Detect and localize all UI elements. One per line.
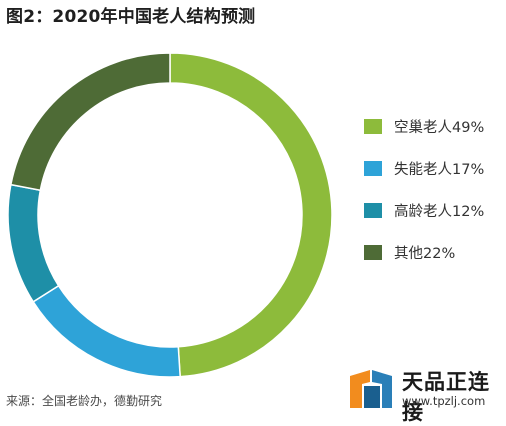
watermark-url: www.tpzlj.com (402, 394, 486, 408)
chart-title: 图2：2020年中国老人结构预测 (6, 7, 256, 27)
legend-swatch (364, 160, 382, 176)
legend-label: 其他22% (394, 245, 456, 262)
pie-slice (32, 284, 181, 378)
chart-legend: 空巢老人49% 失能老人17% 高龄老人12% 其他22% (364, 116, 484, 284)
brand-logo-icon (350, 370, 392, 408)
source-note: 来源：全国老龄办，德勤研究 (6, 394, 163, 408)
legend-label: 失能老人17% (394, 161, 485, 178)
legend-label: 空巢老人49% (394, 119, 485, 136)
pie-slice (7, 183, 60, 303)
legend-item: 其他22% (364, 242, 484, 262)
legend-swatch (364, 202, 382, 218)
legend-swatch (364, 118, 382, 134)
pie-slice (169, 52, 333, 378)
watermark: 天品正连接 www.tpzlj.com (348, 366, 504, 424)
donut-chart (7, 52, 333, 378)
legend-swatch (364, 244, 382, 260)
legend-item: 高龄老人12% (364, 200, 484, 220)
legend-item: 空巢老人49% (364, 116, 484, 136)
pie-slice (9, 52, 171, 192)
legend-label: 高龄老人12% (394, 203, 485, 220)
legend-item: 失能老人17% (364, 158, 484, 178)
